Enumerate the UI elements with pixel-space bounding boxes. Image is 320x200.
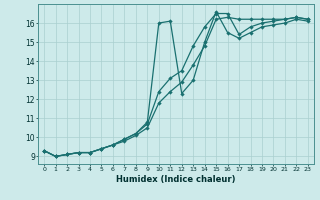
X-axis label: Humidex (Indice chaleur): Humidex (Indice chaleur): [116, 175, 236, 184]
